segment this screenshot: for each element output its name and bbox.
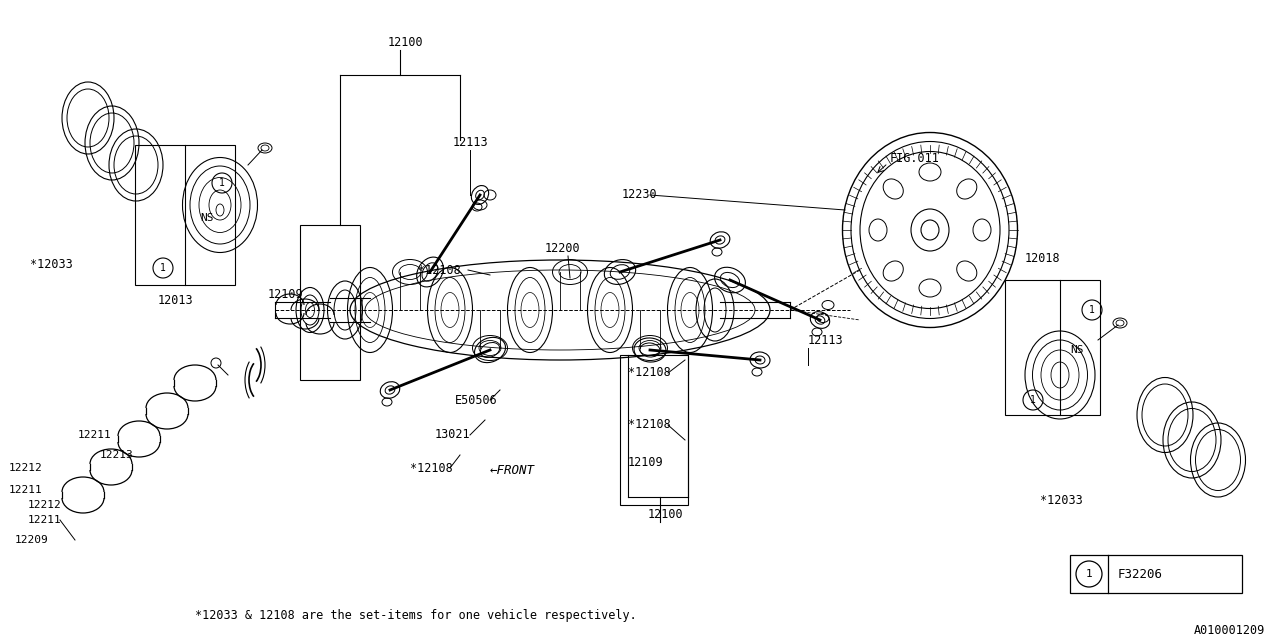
Text: E50506: E50506 bbox=[454, 394, 498, 406]
Text: 1: 1 bbox=[1085, 569, 1092, 579]
Text: 1: 1 bbox=[1089, 305, 1094, 315]
Bar bbox=[300, 225, 360, 380]
Text: NS: NS bbox=[1070, 345, 1083, 355]
Bar bbox=[620, 355, 689, 505]
Text: *12108: *12108 bbox=[628, 367, 671, 380]
Text: 12212: 12212 bbox=[9, 463, 42, 473]
Text: 12109: 12109 bbox=[628, 456, 663, 470]
Text: 12230: 12230 bbox=[622, 189, 658, 202]
Text: *12033: *12033 bbox=[1039, 493, 1083, 506]
Text: 1: 1 bbox=[1030, 395, 1036, 405]
Text: 12212: 12212 bbox=[28, 500, 61, 510]
Text: 12209: 12209 bbox=[15, 535, 49, 545]
Text: ←FRONT: ←FRONT bbox=[490, 463, 535, 477]
Bar bbox=[1070, 555, 1242, 593]
Text: *12108: *12108 bbox=[410, 461, 453, 474]
Text: 12113: 12113 bbox=[453, 136, 489, 150]
Bar bbox=[134, 145, 236, 285]
Text: 12100: 12100 bbox=[648, 509, 684, 522]
Bar bbox=[1005, 280, 1100, 415]
Text: 1: 1 bbox=[219, 178, 225, 188]
Text: 12100: 12100 bbox=[388, 35, 424, 49]
Text: A010001209: A010001209 bbox=[1194, 623, 1265, 637]
Text: 13021: 13021 bbox=[435, 429, 471, 442]
Text: 12013: 12013 bbox=[157, 294, 193, 307]
Text: F32206: F32206 bbox=[1117, 568, 1164, 580]
Text: 12113: 12113 bbox=[808, 333, 844, 346]
Text: 12109: 12109 bbox=[268, 289, 303, 301]
Text: 12211: 12211 bbox=[78, 430, 111, 440]
Text: 1: 1 bbox=[160, 263, 166, 273]
Text: *12033 & 12108 are the set-items for one vehicle respectively.: *12033 & 12108 are the set-items for one… bbox=[195, 609, 636, 621]
Text: *12108: *12108 bbox=[419, 264, 461, 276]
Text: *12033: *12033 bbox=[29, 259, 73, 271]
Text: 12213: 12213 bbox=[100, 450, 133, 460]
Text: 12018: 12018 bbox=[1025, 252, 1061, 264]
Text: 12200: 12200 bbox=[545, 241, 581, 255]
Text: NS: NS bbox=[200, 213, 214, 223]
Text: 12211: 12211 bbox=[9, 485, 42, 495]
Text: FIG.011: FIG.011 bbox=[890, 152, 940, 164]
Text: *12108: *12108 bbox=[628, 419, 671, 431]
Text: 12211: 12211 bbox=[28, 515, 61, 525]
